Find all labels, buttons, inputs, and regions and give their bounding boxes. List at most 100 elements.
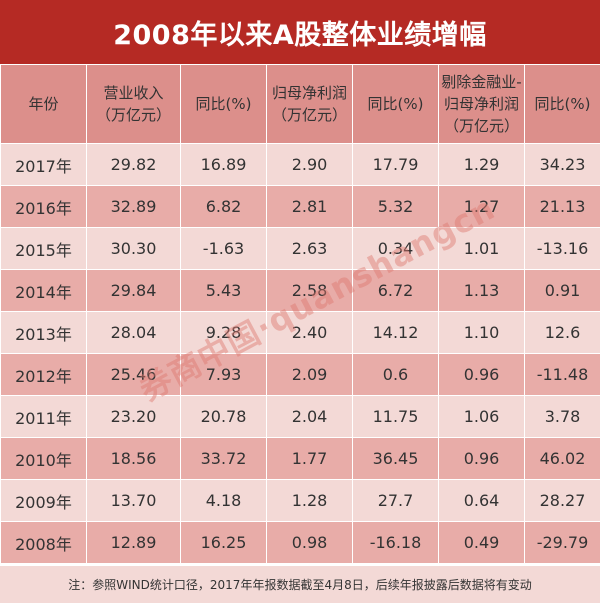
value-cell: 34.23 — [525, 144, 600, 186]
column-header-line: 同比(%) — [525, 93, 600, 115]
value-cell: 11.75 — [353, 396, 439, 438]
value-cell: 25.46 — [87, 354, 181, 396]
value-cell: 1.77 — [267, 438, 353, 480]
value-cell: 20.78 — [181, 396, 267, 438]
column-header-line: （万亿元） — [267, 104, 352, 126]
value-cell: 21.13 — [525, 186, 600, 228]
value-cell: 2.40 — [267, 312, 353, 354]
value-cell: 1.29 — [439, 144, 525, 186]
year-cell: 2017年 — [1, 144, 87, 186]
value-cell: 1.06 — [439, 396, 525, 438]
year-cell: 2014年 — [1, 270, 87, 312]
value-cell: 29.82 — [87, 144, 181, 186]
value-cell: 13.70 — [87, 480, 181, 522]
value-cell: 12.89 — [87, 522, 181, 564]
value-cell: 27.7 — [353, 480, 439, 522]
column-header: 同比(%) — [181, 65, 267, 144]
value-cell: -16.18 — [353, 522, 439, 564]
value-cell: -1.63 — [181, 228, 267, 270]
value-cell: 23.20 — [87, 396, 181, 438]
value-cell: 2.81 — [267, 186, 353, 228]
value-cell: 4.18 — [181, 480, 267, 522]
value-cell: 30.30 — [87, 228, 181, 270]
value-cell: 6.82 — [181, 186, 267, 228]
value-cell: 0.91 — [525, 270, 600, 312]
value-cell: 2.09 — [267, 354, 353, 396]
value-cell: 2.58 — [267, 270, 353, 312]
value-cell: 33.72 — [181, 438, 267, 480]
value-cell: 9.28 — [181, 312, 267, 354]
column-header: 同比(%) — [353, 65, 439, 144]
value-cell: 17.79 — [353, 144, 439, 186]
page-title: 2008年以来A股整体业绩增幅 — [113, 13, 487, 52]
value-cell: 16.25 — [181, 522, 267, 564]
value-cell: -13.16 — [525, 228, 600, 270]
column-header-line: （万亿元） — [87, 104, 180, 126]
value-cell: 1.28 — [267, 480, 353, 522]
value-cell: 0.96 — [439, 438, 525, 480]
value-cell: 3.78 — [525, 396, 600, 438]
value-cell: 0.96 — [439, 354, 525, 396]
column-header-line: 同比(%) — [353, 93, 438, 115]
value-cell: 2.63 — [267, 228, 353, 270]
column-header-line: 同比(%) — [181, 93, 266, 115]
year-cell: 2016年 — [1, 186, 87, 228]
value-cell: 16.89 — [181, 144, 267, 186]
value-cell: 28.04 — [87, 312, 181, 354]
value-cell: 1.10 — [439, 312, 525, 354]
performance-table: 年份营业收入（万亿元）同比(%)归母净利润（万亿元）同比(%)剔除金融业-归母净… — [0, 64, 600, 564]
value-cell: -11.48 — [525, 354, 600, 396]
value-cell: 46.02 — [525, 438, 600, 480]
year-cell: 2008年 — [1, 522, 87, 564]
title-bar: 2008年以来A股整体业绩增幅 — [0, 0, 600, 64]
value-cell: 32.89 — [87, 186, 181, 228]
value-cell: 1.01 — [439, 228, 525, 270]
value-cell: 1.27 — [439, 186, 525, 228]
value-cell: 0.6 — [353, 354, 439, 396]
value-cell: 2.04 — [267, 396, 353, 438]
column-header-line: 归母净利润 — [439, 93, 524, 115]
column-header: 归母净利润（万亿元） — [267, 65, 353, 144]
value-cell: 7.93 — [181, 354, 267, 396]
column-header-line: 营业收入 — [87, 82, 180, 104]
year-cell: 2011年 — [1, 396, 87, 438]
value-cell: 1.13 — [439, 270, 525, 312]
column-header-line: 归母净利润 — [267, 82, 352, 104]
year-cell: 2009年 — [1, 480, 87, 522]
column-header-line: 剔除金融业- — [439, 71, 524, 93]
footnote: 注：参照WIND统计口径，2017年年报数据截至4月8日，后续年报披露后数据将有… — [0, 565, 600, 603]
footnote-text: 注：参照WIND统计口径，2017年年报数据截至4月8日，后续年报披露后数据将有… — [68, 576, 531, 593]
value-cell: 0.64 — [439, 480, 525, 522]
value-cell: 0.49 — [439, 522, 525, 564]
year-cell: 2013年 — [1, 312, 87, 354]
value-cell: 0.98 — [267, 522, 353, 564]
column-header: 剔除金融业-归母净利润（万亿元） — [439, 65, 525, 144]
year-cell: 2010年 — [1, 438, 87, 480]
value-cell: 12.6 — [525, 312, 600, 354]
column-header-line: （万亿元） — [439, 115, 524, 137]
column-header: 年份 — [1, 65, 87, 144]
value-cell: 0.34 — [353, 228, 439, 270]
column-header: 同比(%) — [525, 65, 600, 144]
value-cell: 14.12 — [353, 312, 439, 354]
value-cell: 28.27 — [525, 480, 600, 522]
year-cell: 2015年 — [1, 228, 87, 270]
value-cell: 18.56 — [87, 438, 181, 480]
year-cell: 2012年 — [1, 354, 87, 396]
header-row: 年份营业收入（万亿元）同比(%)归母净利润（万亿元）同比(%)剔除金融业-归母净… — [1, 65, 600, 144]
value-cell: 6.72 — [353, 270, 439, 312]
value-cell: 5.32 — [353, 186, 439, 228]
column-header: 营业收入（万亿元） — [87, 65, 181, 144]
value-cell: -29.79 — [525, 522, 600, 564]
